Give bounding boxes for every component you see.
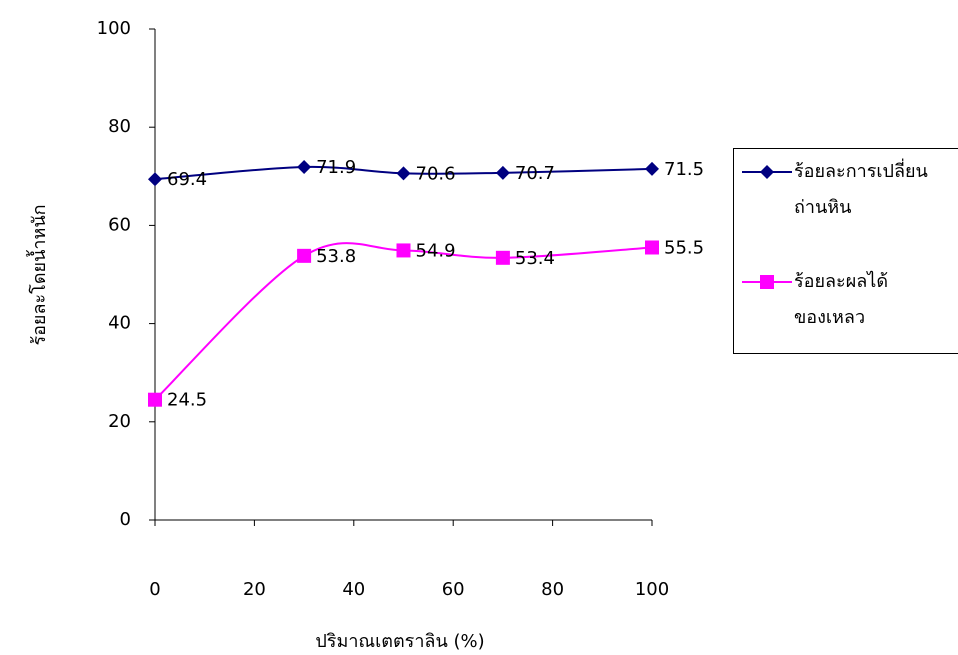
marker [397,166,411,180]
legend-label: ร้อยละผลได้ของเหลว [794,264,954,336]
marker [645,162,659,176]
x-tick-label: 80 [541,579,564,600]
marker [148,172,162,186]
y-tick-label: 80 [108,116,131,137]
x-tick-label: 0 [149,579,160,600]
series-line [155,243,652,400]
legend-entry: ร้อยละการเปลี่ยนถ่านหิน [734,154,958,244]
marker [397,243,411,257]
y-tick-label: 40 [108,313,131,334]
page: ปริมาณเตตราลิน (%) ร้อยละโดยน้ำหนัก 0 20 4… [0,0,958,655]
x-tick-label: 40 [342,579,365,600]
x-tick-label: 60 [442,579,465,600]
legend-entry: ร้อยละผลได้ของเหลว [734,264,958,354]
marker [645,240,659,254]
x-tick-label: 20 [243,579,266,600]
marker [496,166,510,180]
data-label: 71.9 [316,157,356,178]
x-axis-label: ปริมาณเตตราลิน (%) [315,631,484,652]
y-axis-label: ร้อยละโดยน้ำหนัก [26,204,50,345]
data-label: 69.4 [167,169,207,190]
y-tick-label: 20 [108,411,131,432]
data-label: 55.5 [664,237,704,258]
data-label: 53.8 [316,246,356,267]
marker [297,160,311,174]
legend-swatch [734,264,794,304]
y-tick-label: 0 [120,509,131,530]
y-tick-label: 100 [97,18,131,39]
y-tick-label: 60 [108,214,131,235]
data-label: 24.5 [167,390,207,411]
marker [760,275,774,289]
marker [297,249,311,263]
data-label: 71.5 [664,159,704,180]
data-label: 54.9 [416,240,456,261]
data-label: 53.4 [515,248,555,269]
data-label: 70.7 [515,163,555,184]
legend-swatch [734,154,794,194]
legend: ร้อยละการเปลี่ยนถ่านหินร้อยละผลได้ของเหล… [733,148,958,354]
marker [760,165,774,179]
data-label: 70.6 [416,163,456,184]
marker [496,251,510,265]
marker [148,393,162,407]
legend-label: ร้อยละการเปลี่ยนถ่านหิน [794,154,954,226]
x-tick-label: 100 [635,579,669,600]
